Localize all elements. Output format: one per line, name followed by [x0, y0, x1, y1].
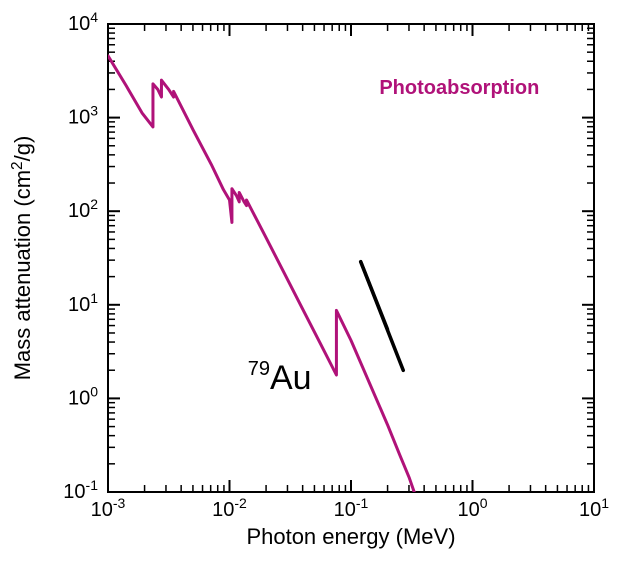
attenuation-chart: 10-310-210-110010110-1100101102103104Pho…: [0, 0, 621, 570]
series-label: Photoabsorption: [379, 77, 539, 99]
x-axis-label: Photon energy (MeV): [246, 524, 455, 549]
y-axis-label: Mass attenuation (cm2/g): [9, 136, 36, 381]
